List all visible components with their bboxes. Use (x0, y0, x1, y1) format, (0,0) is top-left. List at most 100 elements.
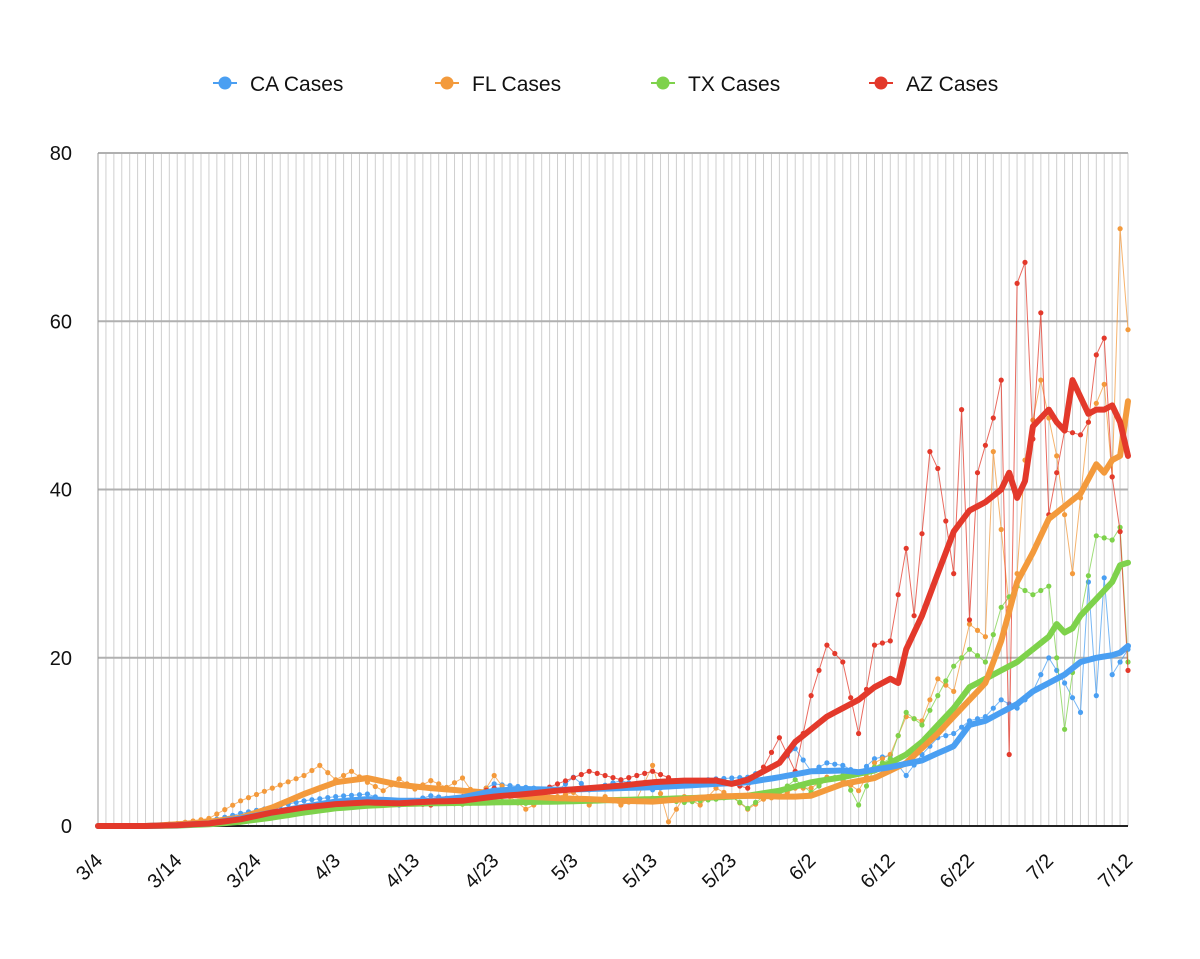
legend-item: TX Cases (651, 73, 780, 96)
daily-point (729, 775, 735, 781)
daily-point (1022, 259, 1028, 265)
daily-point (222, 807, 228, 813)
daily-point (1006, 751, 1012, 758)
daily-point (832, 650, 838, 657)
daily-point (1046, 583, 1052, 589)
daily-point (982, 659, 989, 665)
daily-point (570, 775, 577, 781)
daily-point (1054, 655, 1060, 661)
daily-point (1069, 430, 1076, 436)
daily-point (745, 805, 751, 811)
daily-point (990, 449, 996, 455)
daily-point (856, 802, 862, 808)
daily-point (1109, 672, 1115, 678)
daily-point (1038, 377, 1044, 383)
x-tick-label: 5/3 (547, 850, 582, 885)
legend-marker (218, 76, 232, 90)
daily-point (848, 695, 854, 701)
daily-point (1085, 419, 1091, 425)
daily-point (959, 407, 965, 413)
daily-point (943, 678, 949, 684)
daily-point (1062, 726, 1068, 732)
daily-point (919, 722, 925, 728)
daily-point (364, 791, 370, 797)
daily-point (824, 760, 830, 766)
daily-point (911, 613, 917, 619)
daily-point (626, 775, 632, 781)
legend-marker (656, 76, 670, 90)
daily-point (673, 806, 680, 812)
horizontal-gridlines (98, 152, 1128, 827)
y-tick-label: 60 (50, 311, 72, 333)
daily-point (816, 667, 822, 674)
daily-point (966, 617, 973, 623)
daily-point (578, 780, 584, 787)
daily-point (436, 781, 442, 787)
daily-point (871, 642, 878, 648)
x-tick-label: 3/14 (143, 850, 186, 893)
daily-point (856, 788, 862, 794)
daily-point (895, 733, 901, 739)
daily-point (309, 767, 315, 774)
daily-point (697, 802, 703, 808)
daily-point (943, 518, 949, 524)
daily-point (523, 806, 529, 812)
daily-point (863, 783, 870, 789)
average-line (95, 377, 1131, 829)
daily-point (776, 735, 783, 741)
daily-point (927, 707, 933, 713)
daily-point (1046, 655, 1052, 661)
daily-point (451, 780, 458, 786)
daily-point (951, 730, 957, 737)
daily-point (982, 442, 989, 448)
daily-point (348, 768, 355, 774)
daily-point (1101, 335, 1107, 341)
daily-point (238, 798, 244, 804)
daily-point (816, 783, 822, 789)
daily-point (982, 634, 989, 640)
daily-point (1117, 524, 1123, 531)
daily-point (1038, 672, 1044, 678)
x-tick-label: 7/2 (1023, 850, 1058, 885)
daily-point (1022, 587, 1028, 594)
daily-point (768, 749, 775, 756)
daily-point (650, 768, 656, 774)
daily-point (301, 798, 307, 804)
daily-point (753, 799, 759, 806)
daily-point (1077, 709, 1084, 716)
daily-point (998, 526, 1004, 533)
x-tick-label: 4/3 (310, 850, 345, 885)
daily-point (650, 762, 656, 769)
daily-point (943, 733, 949, 739)
daily-point (333, 794, 339, 800)
daily-point (1014, 280, 1020, 286)
daily-point (1093, 533, 1099, 539)
daily-point (396, 776, 402, 782)
legend-label: CA Cases (250, 73, 343, 96)
legend-item: CA Cases (213, 73, 343, 96)
legend-marker (440, 76, 454, 90)
daily-point (951, 688, 957, 695)
daily-point (578, 771, 584, 778)
legend-label: FL Cases (472, 73, 561, 96)
daily-point (380, 788, 386, 794)
daily-point (317, 762, 323, 769)
daily-point (491, 772, 497, 779)
daily-point (341, 772, 347, 779)
y-axis-ticks: 0 20 40 60 80 (50, 143, 72, 838)
daily-point (1069, 695, 1076, 701)
x-tick-label: 6/22 (936, 850, 979, 893)
daily-point (602, 772, 608, 779)
legend: CA Cases FL Cases TX Cases AZ Cases (213, 73, 998, 96)
daily-point (1077, 432, 1084, 438)
x-tick-label: 5/13 (619, 850, 662, 893)
daily-point (1109, 474, 1115, 480)
daily-point (935, 676, 941, 682)
daily-point (428, 778, 434, 784)
daily-point (285, 779, 291, 785)
daily-point (1085, 573, 1091, 579)
daily-point (824, 642, 830, 648)
daily-point (974, 470, 981, 476)
